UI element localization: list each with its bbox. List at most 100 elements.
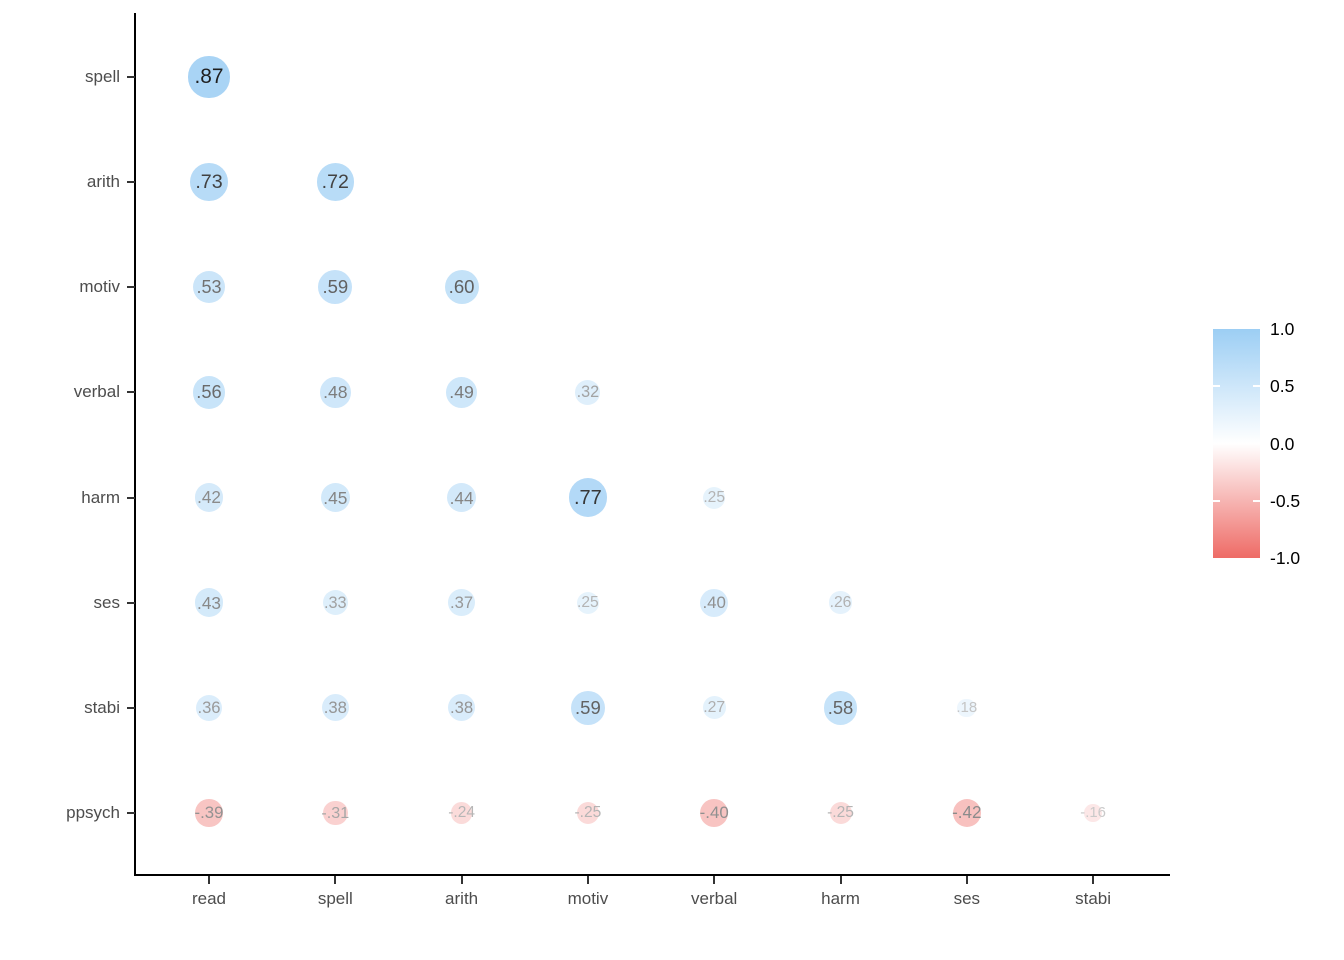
x-axis-label-stabi: stabi xyxy=(1075,889,1112,908)
correlation-value-label: -.42 xyxy=(952,802,982,822)
x-axis-label-read: read xyxy=(191,889,227,908)
correlation-circle xyxy=(450,802,473,824)
x-axis-label-arith: arith xyxy=(445,889,479,908)
colorbar-label: 0.5 xyxy=(1270,376,1295,397)
correlation-value-label: .38 xyxy=(323,697,347,717)
correlation-circle xyxy=(571,690,605,725)
correlation-value-label: .33 xyxy=(323,593,347,612)
correlation-circle xyxy=(703,486,726,509)
correlation-circle xyxy=(702,696,726,720)
correlation-value-label: .32 xyxy=(576,383,600,402)
correlation-value-label: .49 xyxy=(449,382,474,403)
correlation-circle xyxy=(576,591,599,614)
correlation-circle xyxy=(1084,804,1102,822)
correlation-value-label: .60 xyxy=(448,276,475,298)
correlation-value-label: .36 xyxy=(197,697,221,717)
correlation-value-label: .38 xyxy=(449,697,474,717)
correlation-value-label: -.25 xyxy=(827,803,854,821)
correlation-circle xyxy=(320,482,351,513)
correlation-value-label: .25 xyxy=(703,488,726,506)
correlation-circle xyxy=(448,589,475,617)
y-axis-label-verbal: verbal xyxy=(73,382,120,402)
correlation-value-label: .26 xyxy=(829,593,852,611)
correlation-value-label: .56 xyxy=(196,381,222,403)
correlation-value-label: .77 xyxy=(573,486,602,509)
correlation-circle xyxy=(195,799,223,827)
x-axis-label-harm: harm xyxy=(821,889,860,908)
correlation-circle xyxy=(190,163,228,201)
y-axis-label-arith: arith xyxy=(86,172,120,192)
correlation-value-label: -.25 xyxy=(574,803,602,821)
x-axis-label-ses: ses xyxy=(953,889,981,908)
colorbar-tick xyxy=(1213,499,1220,502)
correlation-value-label: .43 xyxy=(197,592,221,613)
y-axis-label-harm: harm xyxy=(81,487,120,507)
x-axis-tick xyxy=(839,876,842,884)
correlation-value-label: .48 xyxy=(323,382,348,403)
correlation-circle xyxy=(700,588,729,617)
correlation-value-label: .37 xyxy=(450,592,474,612)
x-axis-tick xyxy=(1092,876,1095,884)
y-axis-label-spell: spell xyxy=(85,67,120,86)
correlation-value-label: -.40 xyxy=(699,802,729,822)
correlation-value-label: .45 xyxy=(323,487,348,508)
x-axis-tick xyxy=(334,876,337,884)
correlation-circle xyxy=(952,798,982,828)
colorbar-tick xyxy=(1213,385,1220,388)
colorbar-label: 1.0 xyxy=(1270,319,1295,339)
correlation-value-label: .25 xyxy=(577,593,599,611)
correlation-circle xyxy=(192,375,226,409)
correlation-circle xyxy=(444,270,479,305)
correlation-circle xyxy=(575,379,601,405)
correlation-value-label: -.31 xyxy=(321,803,350,822)
correlation-circle xyxy=(829,801,852,824)
y-axis-tick xyxy=(127,706,135,709)
correlation-circle xyxy=(700,799,729,827)
correlation-circle xyxy=(316,163,354,201)
correlation-value-label: .72 xyxy=(321,171,349,194)
colorbar-tick xyxy=(1253,385,1260,388)
y-axis-label-ppsych: ppsych xyxy=(66,802,120,822)
x-axis-tick xyxy=(586,876,589,884)
correlation-value-label: .58 xyxy=(827,696,854,718)
correlation-value-label: .42 xyxy=(197,487,221,507)
y-axis-line xyxy=(134,13,136,876)
y-axis-tick xyxy=(127,391,135,394)
colorbar-label: -0.5 xyxy=(1270,490,1301,511)
correlation-value-label: -.16 xyxy=(1080,804,1106,821)
x-axis-tick xyxy=(460,876,463,884)
correlation-circle xyxy=(576,801,599,824)
correlation-circle xyxy=(447,482,477,513)
correlation-circle xyxy=(194,588,224,618)
colorbar-label: -1.0 xyxy=(1270,548,1301,568)
correlation-circle xyxy=(320,377,351,408)
y-axis-tick xyxy=(127,496,135,499)
y-axis-tick xyxy=(127,811,135,814)
correlation-value-label: -.39 xyxy=(194,802,224,822)
correlation-value-label: .27 xyxy=(703,698,726,716)
colorbar-label: 0.0 xyxy=(1270,433,1295,454)
y-axis-tick xyxy=(127,286,135,289)
correlation-circle xyxy=(568,478,608,517)
correlation-value-label: .44 xyxy=(449,487,474,508)
correlation-value-label: .59 xyxy=(575,696,601,718)
correlation-value-label: .87 xyxy=(194,65,224,88)
y-axis-label-stabi: stabi xyxy=(84,697,120,717)
correlation-circle xyxy=(194,483,224,512)
correlation-circle xyxy=(823,691,858,725)
correlation-circle xyxy=(195,694,223,722)
y-axis-tick xyxy=(127,76,135,78)
correlation-circle xyxy=(188,56,230,98)
correlation-value-label: .53 xyxy=(196,277,222,298)
correlation-circle xyxy=(321,694,349,722)
correlation-value-label: -.24 xyxy=(448,803,475,821)
correlation-circle xyxy=(322,590,348,616)
x-axis-label-verbal: verbal xyxy=(691,889,738,908)
correlation-value-label: .18 xyxy=(956,698,978,716)
x-axis-tick xyxy=(965,876,968,884)
y-axis-tick xyxy=(127,181,135,184)
x-axis-tick xyxy=(208,876,210,884)
x-axis-label-spell: spell xyxy=(317,889,353,908)
y-axis-tick xyxy=(127,601,135,604)
